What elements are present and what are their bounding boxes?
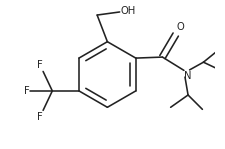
Text: F: F xyxy=(37,112,43,122)
Text: F: F xyxy=(23,86,29,96)
Text: N: N xyxy=(184,71,192,81)
Text: F: F xyxy=(37,60,43,70)
Text: O: O xyxy=(176,22,184,32)
Text: OH: OH xyxy=(120,6,135,16)
